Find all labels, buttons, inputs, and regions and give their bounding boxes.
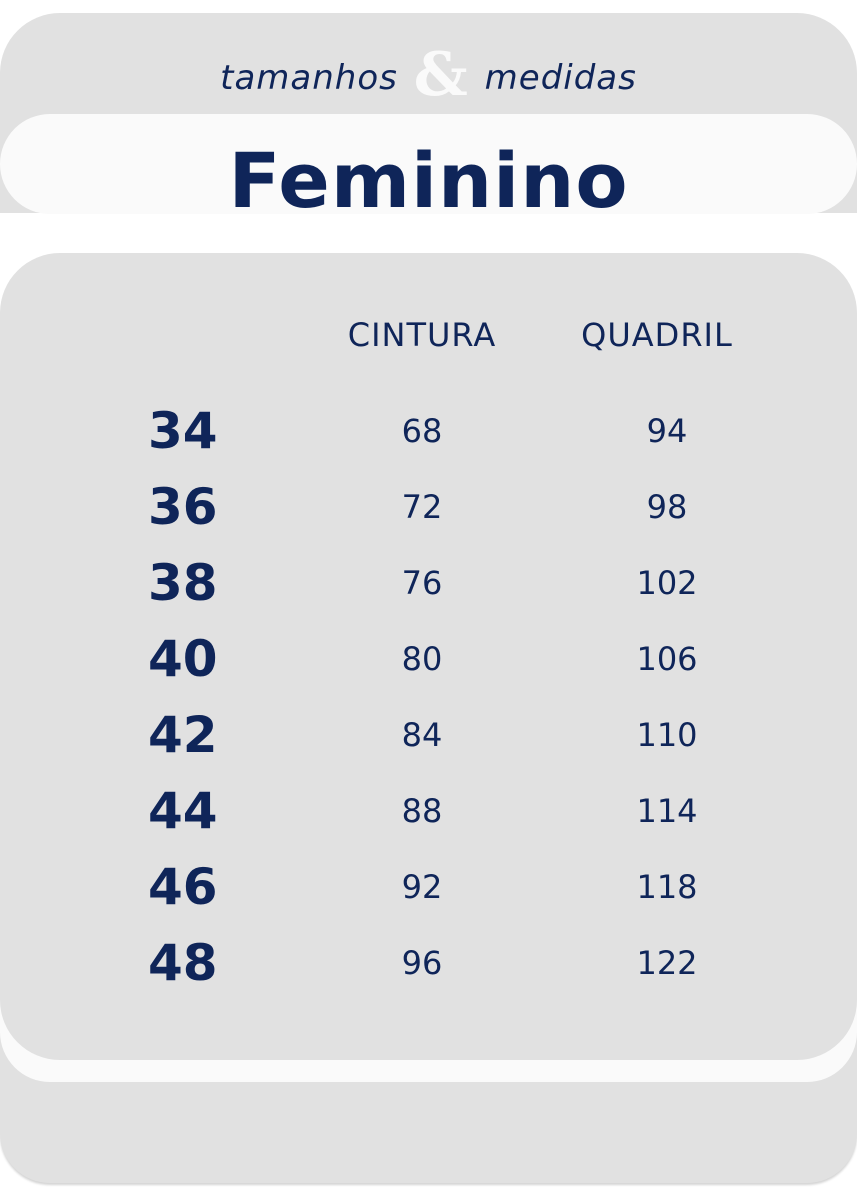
table-row: 34 68 94 [0, 402, 857, 462]
quadril-value: 98 [646, 488, 688, 526]
subtitle-left: tamanhos [220, 58, 398, 98]
cintura-value: 68 [401, 412, 443, 450]
size-label: 38 [148, 554, 218, 612]
size-table-panel [0, 253, 857, 1060]
cintura-value: 72 [401, 488, 443, 526]
title-band [0, 114, 857, 214]
table-row: 36 72 98 [0, 478, 857, 538]
table-row: 42 84 110 [0, 706, 857, 766]
cintura-value: 92 [401, 868, 443, 906]
subtitle-right: medidas [484, 58, 637, 98]
quadril-value: 114 [636, 792, 698, 830]
cintura-value: 96 [401, 944, 443, 982]
subtitle: tamanhos & medidas [0, 40, 857, 110]
size-label: 46 [148, 858, 218, 916]
quadril-value: 122 [636, 944, 698, 982]
size-label: 48 [148, 934, 218, 992]
quadril-value: 118 [636, 868, 698, 906]
table-row: 38 76 102 [0, 554, 857, 614]
quadril-value: 106 [636, 640, 698, 678]
table-row: 48 96 122 [0, 934, 857, 994]
quadril-value: 110 [636, 716, 698, 754]
cintura-value: 88 [401, 792, 443, 830]
table-row: 40 80 106 [0, 630, 857, 690]
page-title: Feminino [228, 136, 629, 225]
table-row: 44 88 114 [0, 782, 857, 842]
size-label: 34 [148, 402, 218, 460]
ampersand: & [413, 40, 469, 110]
quadril-value: 94 [646, 412, 688, 450]
size-label: 42 [148, 706, 218, 764]
quadril-value: 102 [636, 564, 698, 602]
size-label: 40 [148, 630, 218, 688]
cintura-value: 76 [401, 564, 443, 602]
cintura-value: 84 [401, 716, 443, 754]
cintura-value: 80 [401, 640, 443, 678]
column-header-quadril: QUADRIL [581, 316, 733, 354]
table-row: 46 92 118 [0, 858, 857, 918]
column-header-cintura: CINTURA [347, 316, 497, 354]
size-label: 36 [148, 478, 218, 536]
size-label: 44 [148, 782, 218, 840]
